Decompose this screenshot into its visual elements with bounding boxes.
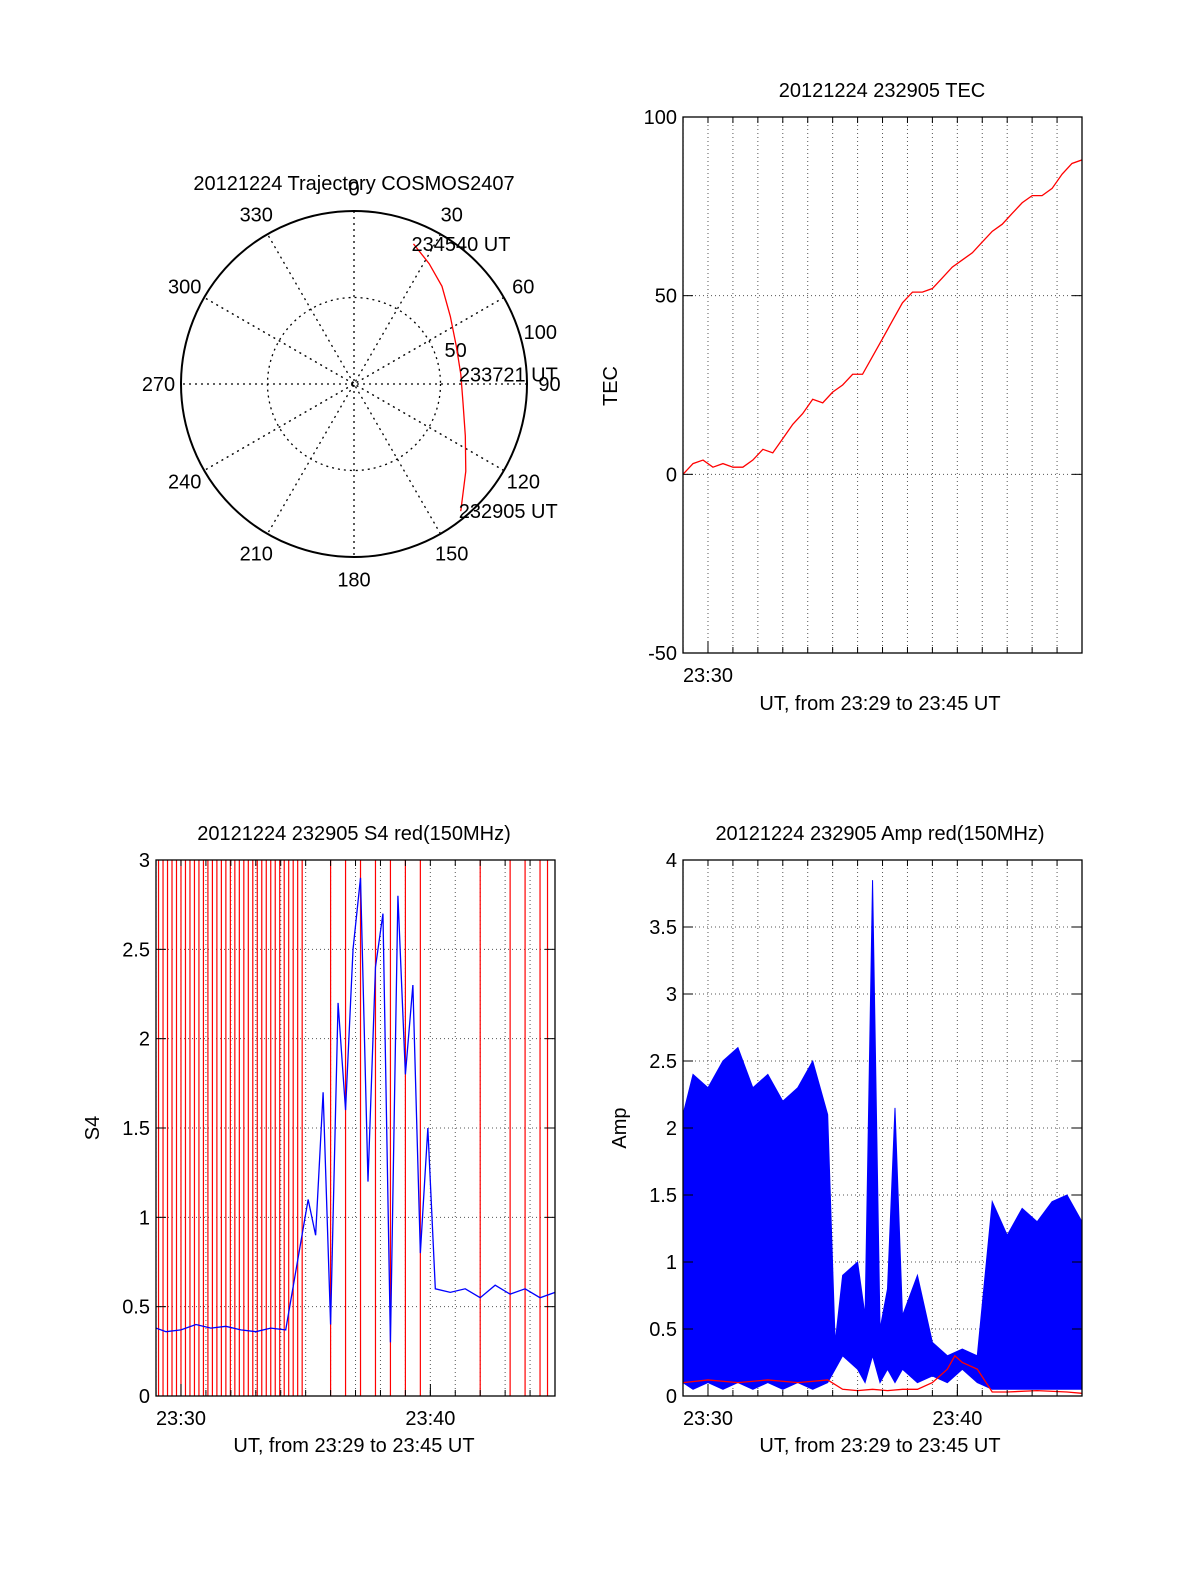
- polar-spoke: [266, 233, 442, 535]
- tec-chart-plot-area: -50 0 50 100 23:30: [644, 107, 1083, 687]
- amp-chart: 20121224 232905 Amp red(150MHz) UT, from…: [609, 823, 1083, 1457]
- polar-title: 20121224 Trajectory COSMOS2407: [193, 173, 514, 195]
- axis-ticks: [682, 859, 1083, 1397]
- polar-inner-ring: [266, 296, 442, 472]
- polar-trajectory-line: [412, 243, 467, 512]
- polar-azimuth-label: 90: [538, 374, 560, 396]
- y-tick-label: 1.5: [122, 1118, 150, 1140]
- s4-chart-title: 20121224 232905 S4 red(150MHz): [197, 823, 511, 845]
- x-tick-label: 23:40: [932, 1408, 982, 1430]
- axis-ticks: [682, 116, 1083, 654]
- polar-time-annotation: 233721 UT: [459, 365, 558, 387]
- y-tick-label: 3: [139, 850, 150, 872]
- polar-azimuth-label: 150: [435, 543, 468, 565]
- tec-chart-xlabel: UT, from 23:29 to 23:45 UT: [759, 693, 1000, 715]
- amp-chart-title: 20121224 232905 Amp red(150MHz): [715, 823, 1044, 845]
- y-tick-label: 0.5: [649, 1319, 677, 1341]
- polar-time-annotations: 234540 UT 233721 UT 232905 UT: [411, 234, 557, 523]
- y-tick-label: -50: [648, 643, 677, 665]
- y-tick-label: 1: [139, 1207, 150, 1229]
- y-tick-label: 2.5: [122, 939, 150, 961]
- polar-azimuth-label: 120: [507, 472, 540, 494]
- polar-azimuth-label: 300: [168, 276, 201, 298]
- y-tick-label: 2: [666, 1118, 677, 1140]
- y-tick-label: 100: [644, 107, 677, 129]
- polar-azimuth-label: 60: [512, 276, 534, 298]
- series-line: [683, 1354, 1082, 1394]
- y-tick-label: 3: [666, 984, 677, 1006]
- polar-grid: [180, 210, 528, 558]
- x-tick-label: 23:30: [683, 1408, 733, 1430]
- axis-ticks: [155, 859, 556, 1397]
- s4-chart-plot-area: 0 0.5 1 1.5 2 2.5 3 23:30 23:40: [122, 850, 556, 1430]
- series-line: [156, 877, 555, 1343]
- polar-trajectory-series: [412, 243, 467, 512]
- y-tick-label: 0: [139, 1386, 150, 1408]
- polar-azimuth-label: 210: [240, 543, 273, 565]
- polar-spoke: [203, 296, 505, 472]
- polar-azimuth-labels: 0 30 60 90 120 150 180 210 240 270 300 330 50 100: [142, 179, 561, 592]
- y-tick-label: 2.5: [649, 1051, 677, 1073]
- polar-azimuth-label: 240: [168, 472, 201, 494]
- polar-azimuth-label: 330: [240, 205, 273, 227]
- s4-chart-ylabel: S4: [82, 1116, 104, 1140]
- s4-chart: 20121224 232905 S4 red(150MHz) UT, from …: [82, 823, 556, 1457]
- series-group: [683, 880, 1082, 1394]
- polar-spoke: [266, 233, 442, 535]
- series-band: [683, 880, 1082, 1390]
- polar-time-annotation: 234540 UT: [411, 234, 510, 256]
- y-tick-label: 1.5: [649, 1185, 677, 1207]
- y-tick-label: 2: [139, 1029, 150, 1051]
- s4-chart-xlabel: UT, from 23:29 to 23:45 UT: [233, 1435, 474, 1457]
- polar-azimuth-label: 0: [348, 179, 359, 201]
- tec-chart-ylabel: TEC: [600, 366, 622, 406]
- polar-radial-label: 50: [445, 340, 467, 362]
- y-tick-label: 0: [666, 1386, 677, 1408]
- amp-chart-xlabel: UT, from 23:29 to 23:45 UT: [759, 1435, 1000, 1457]
- y-tick-label: 50: [655, 286, 677, 308]
- x-tick-label: 23:30: [156, 1408, 206, 1430]
- y-tick-label: 1: [666, 1252, 677, 1274]
- grid-lines: [155, 859, 556, 1397]
- grid-lines: [682, 116, 1083, 654]
- y-tick-label: 0.5: [122, 1297, 150, 1319]
- x-tick-label: 23:40: [405, 1408, 455, 1430]
- polar-azimuth-label: 270: [142, 374, 175, 396]
- polar-radial-label: 100: [524, 322, 557, 344]
- tec-chart: 20121224 232905 TEC UT, from 23:29 to 23…: [600, 80, 1083, 715]
- polar-azimuth-label: 30: [441, 205, 463, 227]
- series-group: [683, 159, 1082, 475]
- amp-chart-ylabel: Amp: [609, 1107, 631, 1148]
- tec-chart-title: 20121224 232905 TEC: [779, 80, 985, 102]
- polar-spoke: [203, 296, 505, 472]
- y-tick-label: 3.5: [649, 917, 677, 939]
- amp-chart-plot-area: 0 0.5 1 1.5 2 2.5 3 3.5 4 23:30 23:40: [649, 850, 1083, 1430]
- trajectory-polar-plot: 20121224 Trajectory COSMOS2407 0 30 60 90 12…: [142, 173, 561, 591]
- y-tick-label: 4: [666, 850, 677, 872]
- y-tick-label: 0: [666, 464, 677, 486]
- polar-azimuth-label: 180: [337, 569, 370, 591]
- polar-time-annotation: 232905 UT: [459, 501, 558, 523]
- x-tick-label: 23:30: [683, 665, 733, 687]
- series-line: [683, 159, 1082, 475]
